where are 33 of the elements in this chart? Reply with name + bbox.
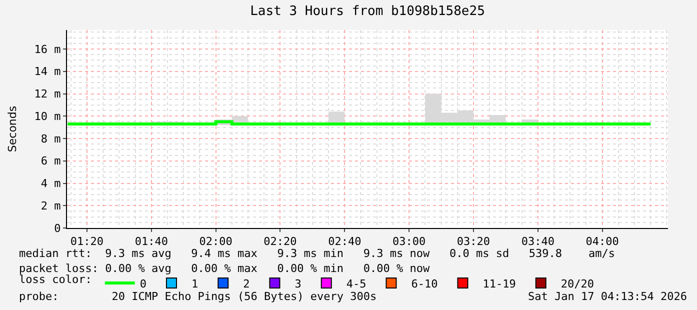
y-tick-label: 10 m: [34, 110, 62, 123]
y-tick-label: 6 m: [40, 154, 62, 168]
x-tick-label: 02:20: [264, 235, 297, 248]
x-tick-label: 01:40: [134, 235, 168, 248]
legend-label: 4-5: [346, 277, 366, 290]
x-tick-label: 04:00: [586, 235, 619, 248]
legend-label: 1: [191, 277, 198, 290]
legend-label: 11-19: [482, 277, 516, 290]
legend-label: 2: [243, 277, 250, 290]
x-tick-label: 02:40: [328, 235, 362, 248]
legend-label: 0: [140, 277, 146, 290]
y-tick-label: 0: [54, 222, 61, 235]
y-tick-label: 14 m: [34, 65, 62, 78]
legend-title: loss color:: [19, 272, 92, 286]
x-tick-label: 02:00: [199, 235, 232, 248]
y-tick-label: 16 m: [34, 42, 62, 56]
y-tick-label: 12 m: [34, 88, 62, 101]
y-tick-label: 2 m: [40, 199, 62, 212]
legend-label: 6-10: [411, 277, 438, 290]
x-tick-label: 03:40: [521, 235, 554, 248]
x-tick-label: 03:00: [392, 235, 426, 248]
text: probe: 20 ICMP Echo Pings (56 Bytes) every 300s: [19, 290, 377, 303]
text: packet loss: 0.00 % avg 0.00 % max 0.00 % min 0.00 % now: [19, 262, 430, 275]
x-tick-label: 01:20: [70, 235, 104, 248]
y-axis-title: Seconds: [6, 106, 19, 152]
text: median rtt: 9.3 ms avg 9.4 ms max 9.3 ms min 9.3 ms now 0.0 ms sd 539.8 am/s: [19, 247, 616, 260]
chart-title: Last 3 Hours from b1098b158e25: [250, 4, 485, 20]
y-tick-label: 8 m: [40, 132, 62, 146]
x-tick-label: 03:20: [456, 235, 490, 248]
legend-label: 3: [294, 277, 302, 290]
y-tick-label: 4 m: [40, 177, 62, 190]
legend-label: 20/20: [560, 277, 594, 290]
text: Sat Jan 17 04:13:54 2026: [528, 290, 687, 303]
